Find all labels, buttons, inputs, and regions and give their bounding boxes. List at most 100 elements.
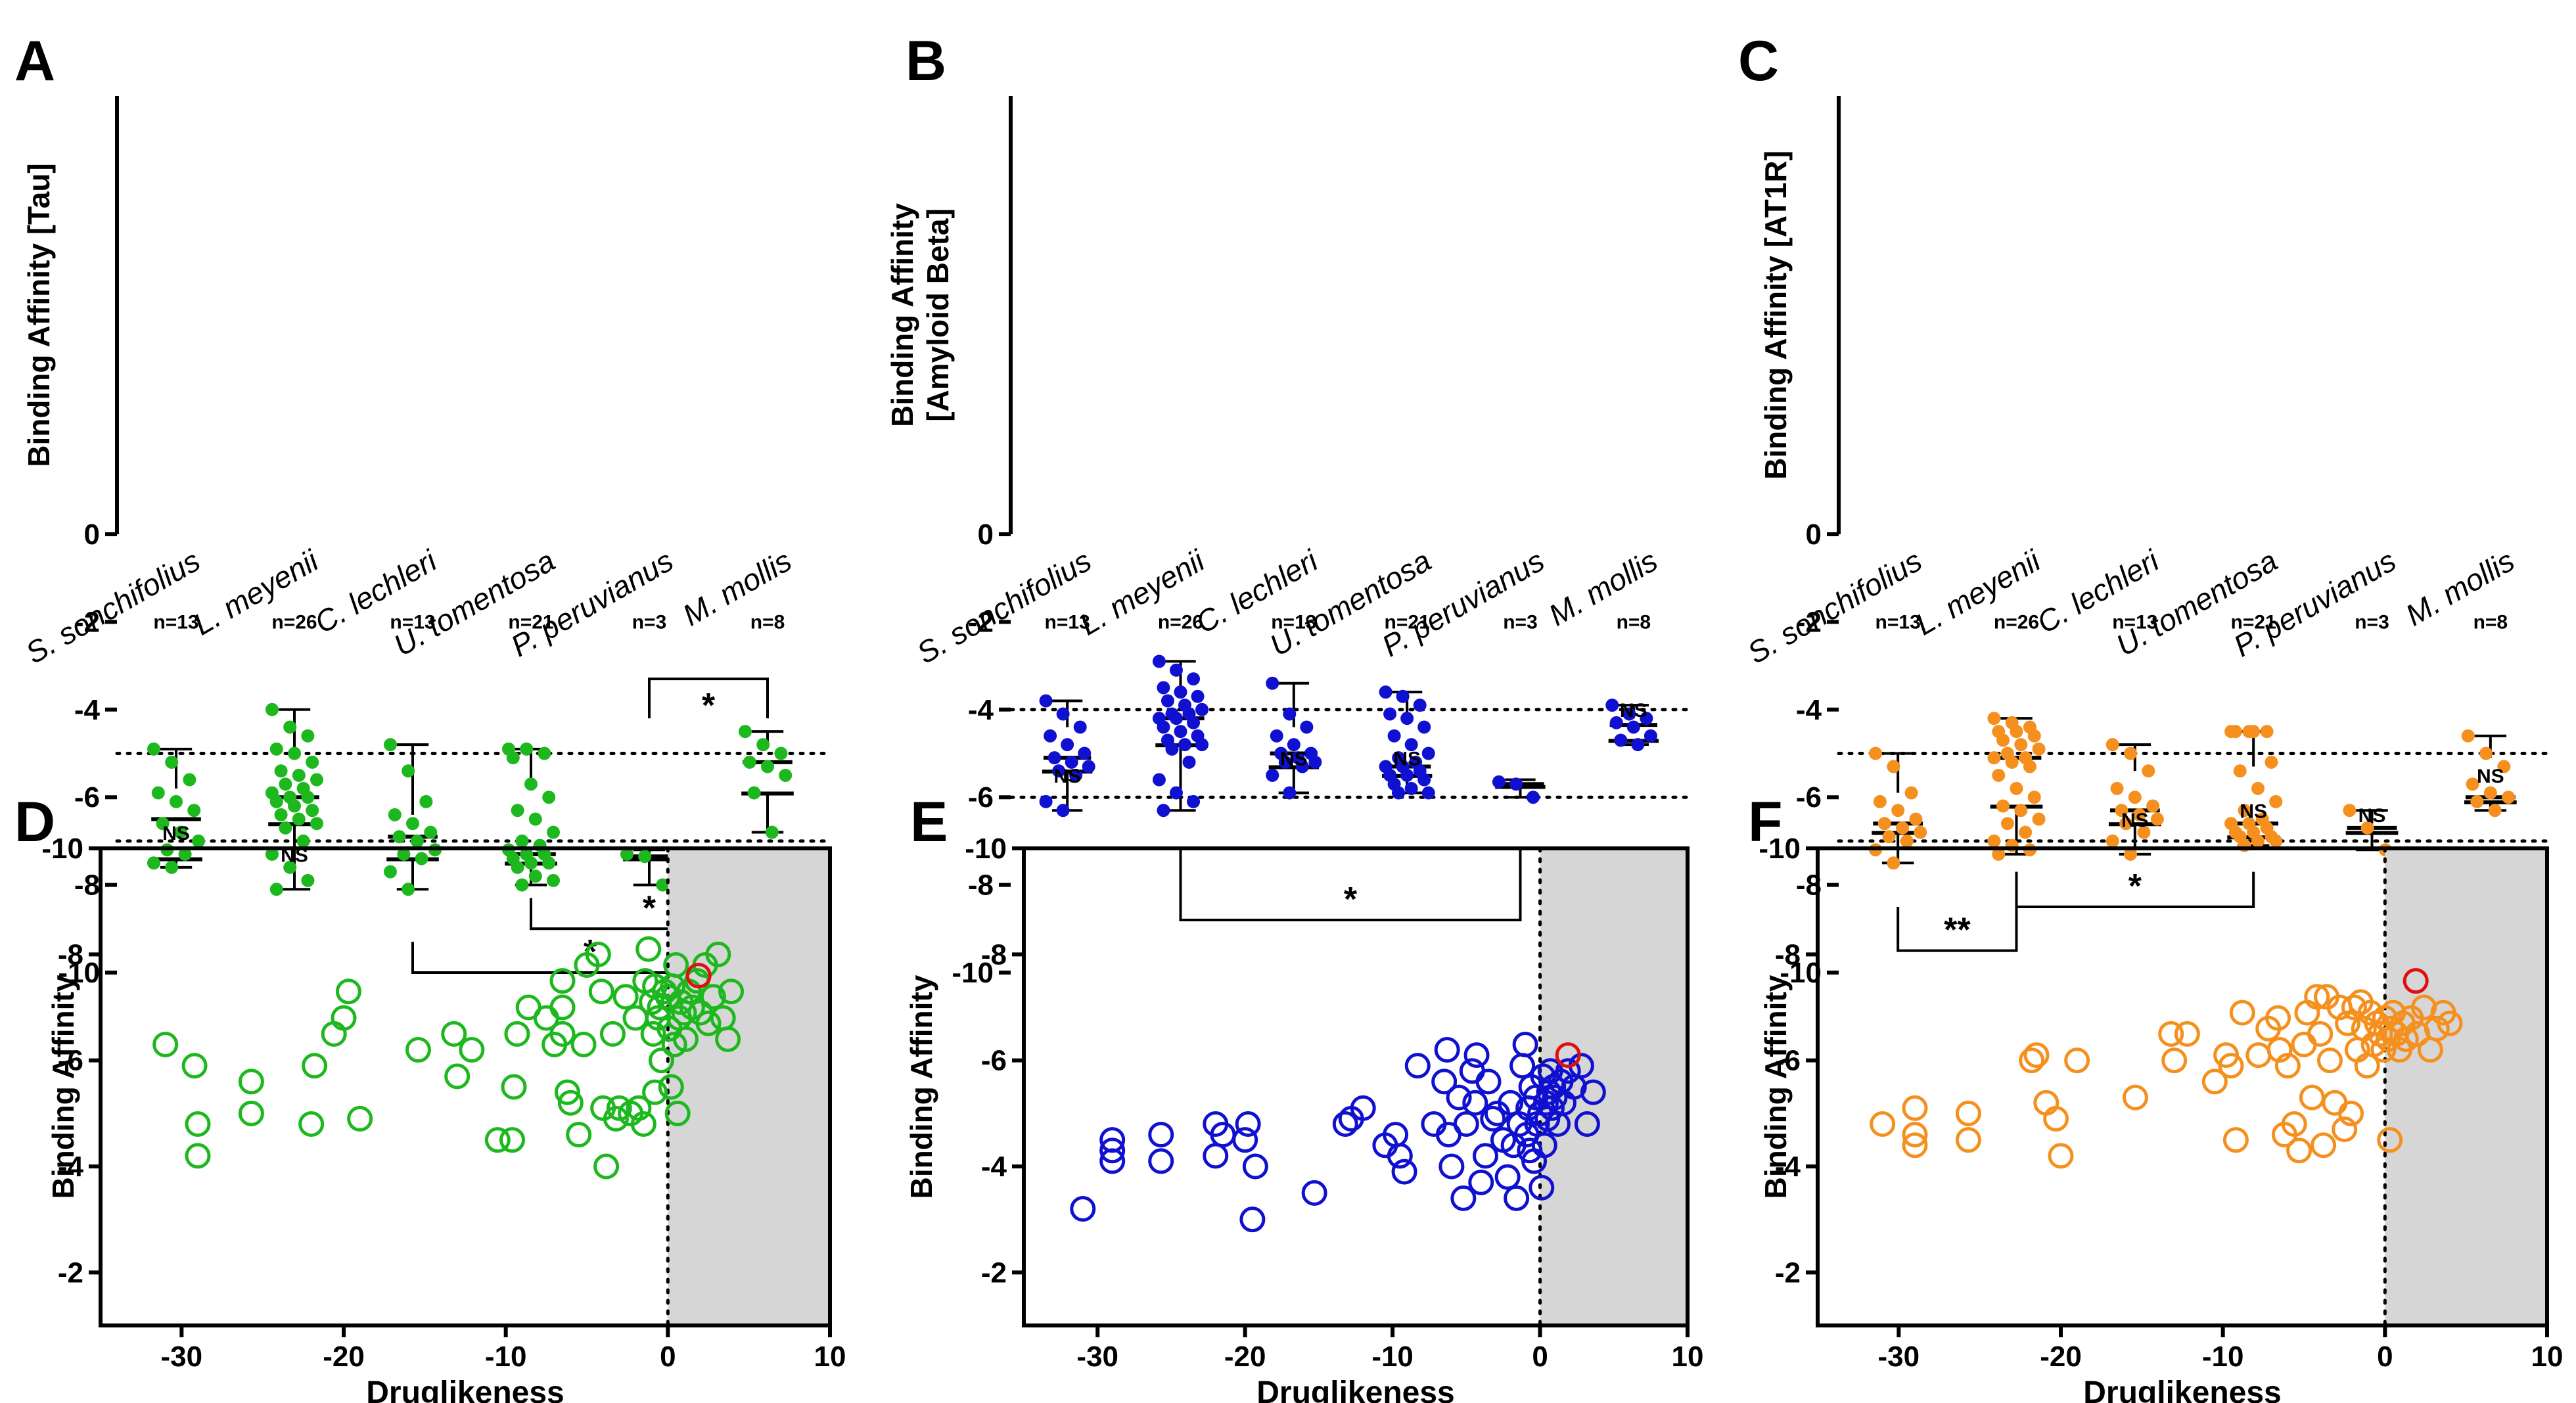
data-point [2124,1086,2146,1109]
data-point [2288,1139,2311,1162]
x-tick-label: 10 [814,1341,846,1373]
data-point [1195,703,1208,716]
data-point [443,1023,465,1045]
x-tick-label: 0 [660,1341,676,1373]
data-point [384,738,397,751]
x-tick-label: -30 [161,1341,203,1373]
data-point [1061,738,1074,751]
data-point [2128,791,2142,804]
data-point [515,879,528,892]
data-point [2318,1049,2341,1072]
ns-label: NS [1053,766,1081,787]
data-point [187,1145,209,1167]
data-point [551,996,574,1019]
data-point [183,773,196,787]
data-point [1987,751,2000,764]
data-point [1266,769,1279,782]
data-point [1174,725,1187,738]
data-point [1040,795,1053,808]
data-point [279,821,292,835]
box-4 [2224,725,2282,852]
data-point [279,777,292,791]
data-point [2176,1023,2198,1045]
panel-letter-e: E [910,791,948,854]
y-tick-label: -10 [1759,833,1801,865]
data-point [1909,813,1922,826]
data-point [406,817,419,830]
scatter-points [1872,970,2461,1167]
x-axis-label: Druglikeness [1256,1375,1454,1403]
data-point [187,1113,209,1135]
data-point [2001,817,2014,830]
data-point [1887,856,1900,869]
y-tick-label: -2 [981,1256,1007,1289]
data-point [1627,720,1640,733]
data-point [2484,787,2497,800]
data-point [1874,795,1887,808]
data-point [2293,1033,2315,1055]
data-point [2324,1092,2346,1114]
data-point [2019,826,2032,839]
data-point [446,1065,469,1088]
data-point [1904,1097,1926,1119]
data-point [301,729,314,743]
data-point [1422,787,1435,800]
data-point [2470,795,2483,808]
data-point [411,835,424,848]
data-point [2023,760,2036,773]
data-point [310,817,323,830]
x-tick-label: -10 [485,1341,527,1373]
data-point [301,791,314,804]
data-point [270,743,283,756]
data-point [774,747,787,760]
data-point [1157,720,1170,733]
data-point [595,1155,618,1178]
y-tick-label: 0 [1806,518,1822,551]
chart-d-tau-scatter: -10-8-6-4-2-30 -20 -10 0 10DruglikenessBindi… [41,833,846,1403]
data-point [2066,1049,2088,1072]
data-point [568,1124,590,1146]
data-point [506,1023,528,1045]
box-3 [384,738,442,896]
x-tick-label: -10 [1371,1341,1414,1373]
data-point [1270,729,1283,743]
data-point [306,804,319,817]
data-point [275,764,288,777]
data-point [2312,1134,2335,1157]
data-point [2269,835,2282,848]
data-point [1170,664,1183,677]
data-point [1872,1113,1894,1135]
data-point [2028,729,2041,743]
data-point [1082,760,1095,773]
y-tick-label: -8 [74,869,100,902]
data-point [1283,787,1296,800]
data-point [1178,738,1191,751]
y-tick-label: -8 [968,869,994,902]
data-point [2014,804,2027,817]
data-point [1417,720,1431,733]
data-point [2050,1145,2072,1167]
data-point [1072,1198,1094,1220]
data-point [2028,791,2041,804]
n-label: n=8 [1617,611,1651,633]
data-point [240,1070,262,1093]
data-point [1187,795,1200,808]
n-label: n=3 [2355,611,2389,633]
data-point [2151,813,2164,826]
data-point [1614,733,1627,747]
data-point [288,800,301,813]
data-point [424,826,437,839]
data-point [2251,835,2265,848]
data-point [1379,685,1392,699]
box-1 [1869,747,1927,870]
data-point [2234,764,2247,777]
y-tick-label: -4 [74,694,101,726]
x-tick-label: 0 [2377,1341,2393,1373]
data-point [1393,1161,1415,1183]
data-point [2269,795,2282,808]
y-tick-label: -10 [965,833,1007,865]
data-point [2224,1129,2247,1151]
data-point [2111,782,2124,795]
data-point [1891,804,1904,817]
box-1 [147,743,205,874]
